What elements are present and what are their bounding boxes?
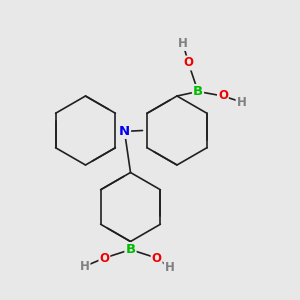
Text: H: H (80, 260, 89, 273)
Text: O: O (183, 56, 194, 70)
Text: B: B (193, 85, 203, 98)
Text: O: O (152, 251, 162, 265)
Text: H: H (165, 261, 174, 274)
Text: O: O (99, 251, 110, 265)
Text: O: O (218, 89, 228, 103)
Text: H: H (237, 95, 246, 109)
Text: H: H (178, 37, 188, 50)
Text: N: N (119, 125, 130, 138)
Text: B: B (125, 243, 136, 256)
